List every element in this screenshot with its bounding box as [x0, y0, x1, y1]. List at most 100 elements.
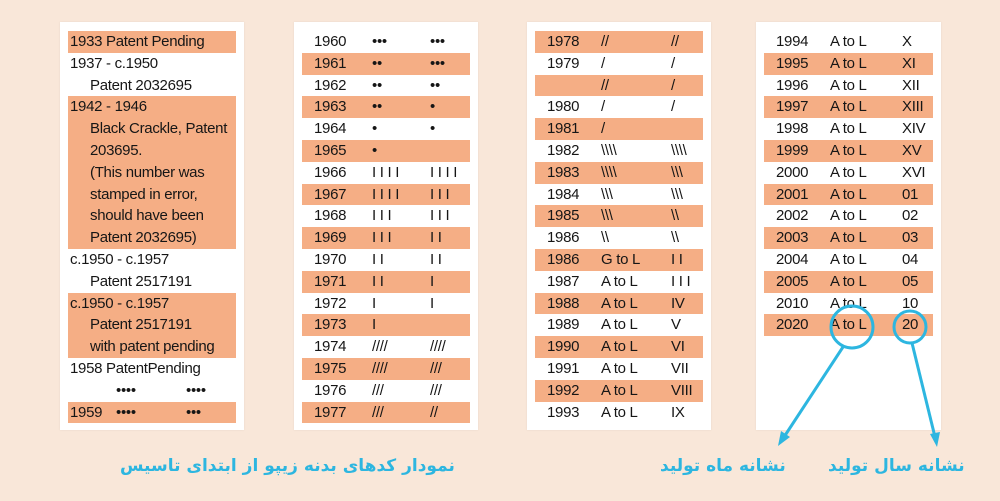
line-text: c.1950 - c.1957 [70, 294, 169, 312]
code-row: 2020 A to L 20 [764, 314, 933, 337]
year-label: 2005 [776, 272, 809, 290]
month-arrow-head [778, 431, 790, 446]
code-row: 1969 I I I I I [302, 227, 470, 249]
code-left: I I [372, 250, 384, 268]
year-label: 1992 [547, 381, 580, 399]
code-row: 1975/////// [302, 357, 470, 380]
code-row: 1981 / [535, 118, 703, 140]
code-row: 1986 \\ \\ [535, 227, 703, 249]
year-label: 1974 [314, 338, 347, 356]
code-left: A to L [601, 316, 638, 334]
code-row: 1997 A to L XIII [764, 96, 933, 119]
code-row: 1988 A to L IV [535, 292, 703, 315]
code-left: \\\ [601, 207, 613, 225]
year-label: 1984 [547, 185, 580, 203]
line-text: Patent 2032695 [90, 76, 192, 94]
code-row: 1980 / / [535, 96, 703, 118]
code-left: A to L [830, 272, 867, 290]
year-label: 1980 [547, 98, 580, 116]
year-label: 1998 [776, 120, 809, 138]
code-left: \\\\ [601, 141, 617, 159]
code-row: 1985 \\\ \\ [535, 205, 703, 228]
code-row: 1968 I I I I I I [302, 205, 470, 227]
code-right: I I I [430, 207, 450, 225]
highlight-block: c.1950 - c.1957 Patent 2517191 with patent… [68, 292, 236, 358]
code-right: 20 [902, 316, 919, 334]
line-text: Patent 2517191 [90, 316, 192, 334]
code-left: \\ [601, 229, 609, 247]
code-row: 1970 I I I I [302, 249, 470, 271]
code-left: /// [372, 403, 384, 421]
code-row: 1984 \\\ \\\ [535, 184, 703, 206]
year-label: 1967 [314, 185, 347, 203]
year-label: 1968 [314, 207, 347, 225]
year-label: 1985 [547, 207, 580, 225]
text-line: 203695. [68, 140, 236, 162]
code-left: / [601, 54, 605, 72]
code-right: X [902, 33, 912, 50]
code-left: I [372, 316, 376, 334]
code-right: // [671, 33, 679, 50]
code-right: XIV [902, 120, 926, 138]
code-right: 03 [902, 229, 919, 247]
line-text: 1937 - c.1950 [70, 54, 158, 72]
code-left: A to L [830, 33, 867, 50]
code-right: I [430, 272, 434, 290]
code-left: A to L [830, 141, 867, 159]
code-row: 1966 I I I I I I I I [302, 162, 470, 184]
text-line: Patent 2517191 [68, 271, 236, 293]
code-row: 1977///// [302, 401, 470, 424]
code-left: I I I I [372, 185, 400, 203]
code-right: I I [671, 250, 683, 268]
code-left: •• [372, 54, 382, 72]
line-text: 1933 Patent Pending [70, 33, 205, 50]
year-label: 1969 [314, 229, 347, 247]
year-label: 1976 [314, 381, 347, 399]
code-right: 05 [902, 272, 919, 290]
text-line: 1958 PatentPending [68, 358, 236, 380]
year-code-caption: نشانه سال تولید [828, 456, 965, 476]
code-right: \\\ [671, 185, 683, 203]
month-code-caption: نشانه ماه تولید [660, 456, 786, 476]
code-left: A to L [830, 185, 867, 203]
year-label: 2010 [776, 294, 809, 312]
year-label: 1986 [547, 229, 580, 247]
code-left: A to L [830, 98, 867, 116]
year-label: 2004 [776, 250, 809, 268]
code-right: I [430, 294, 434, 312]
year-label: 2001 [776, 185, 809, 203]
year-arrow-head [930, 432, 940, 447]
code-right: VIII [671, 381, 693, 399]
code-row: 2005 A to L 05 [764, 270, 933, 293]
year-label: 1966 [314, 163, 347, 181]
code-left: •••• [116, 403, 136, 421]
code-row: 1967 I I I I I I I [302, 183, 470, 206]
year-label: 1970 [314, 250, 347, 268]
code-right: •• [430, 76, 440, 94]
year-label: 1982 [547, 141, 580, 159]
code-row: 1989 A to L V [535, 314, 703, 336]
year-label: 1962 [314, 76, 347, 94]
code-left: I [372, 294, 376, 312]
code-right: • [430, 98, 435, 116]
year-label: 1994 [776, 33, 809, 50]
year-label: 1995 [776, 54, 809, 72]
code-row: 1999 A to L XV [764, 139, 933, 162]
code-right: VII [671, 359, 689, 377]
code-right: I I [430, 229, 442, 247]
code-left: A to L [830, 54, 867, 72]
line-text: Patent 2517191 [90, 272, 192, 290]
year-label: 1986 [547, 250, 580, 268]
text-line: Patent 2032695) [68, 227, 236, 249]
code-left: A to L [830, 229, 867, 247]
code-right: IX [671, 403, 685, 421]
code-right: V [671, 316, 681, 334]
code-right: \\ [671, 207, 679, 225]
code-row: 1978 // // [535, 31, 703, 53]
code-right: ••• [430, 54, 445, 72]
code-right: 04 [902, 250, 919, 268]
year-label: 1983 [547, 163, 580, 181]
text-line: 1933 Patent Pending [68, 31, 236, 53]
panel-1978-1993: 1978////1979/////1980//1981/1982 \\\\ \\\\… [527, 22, 711, 430]
code-left: / [601, 120, 605, 138]
